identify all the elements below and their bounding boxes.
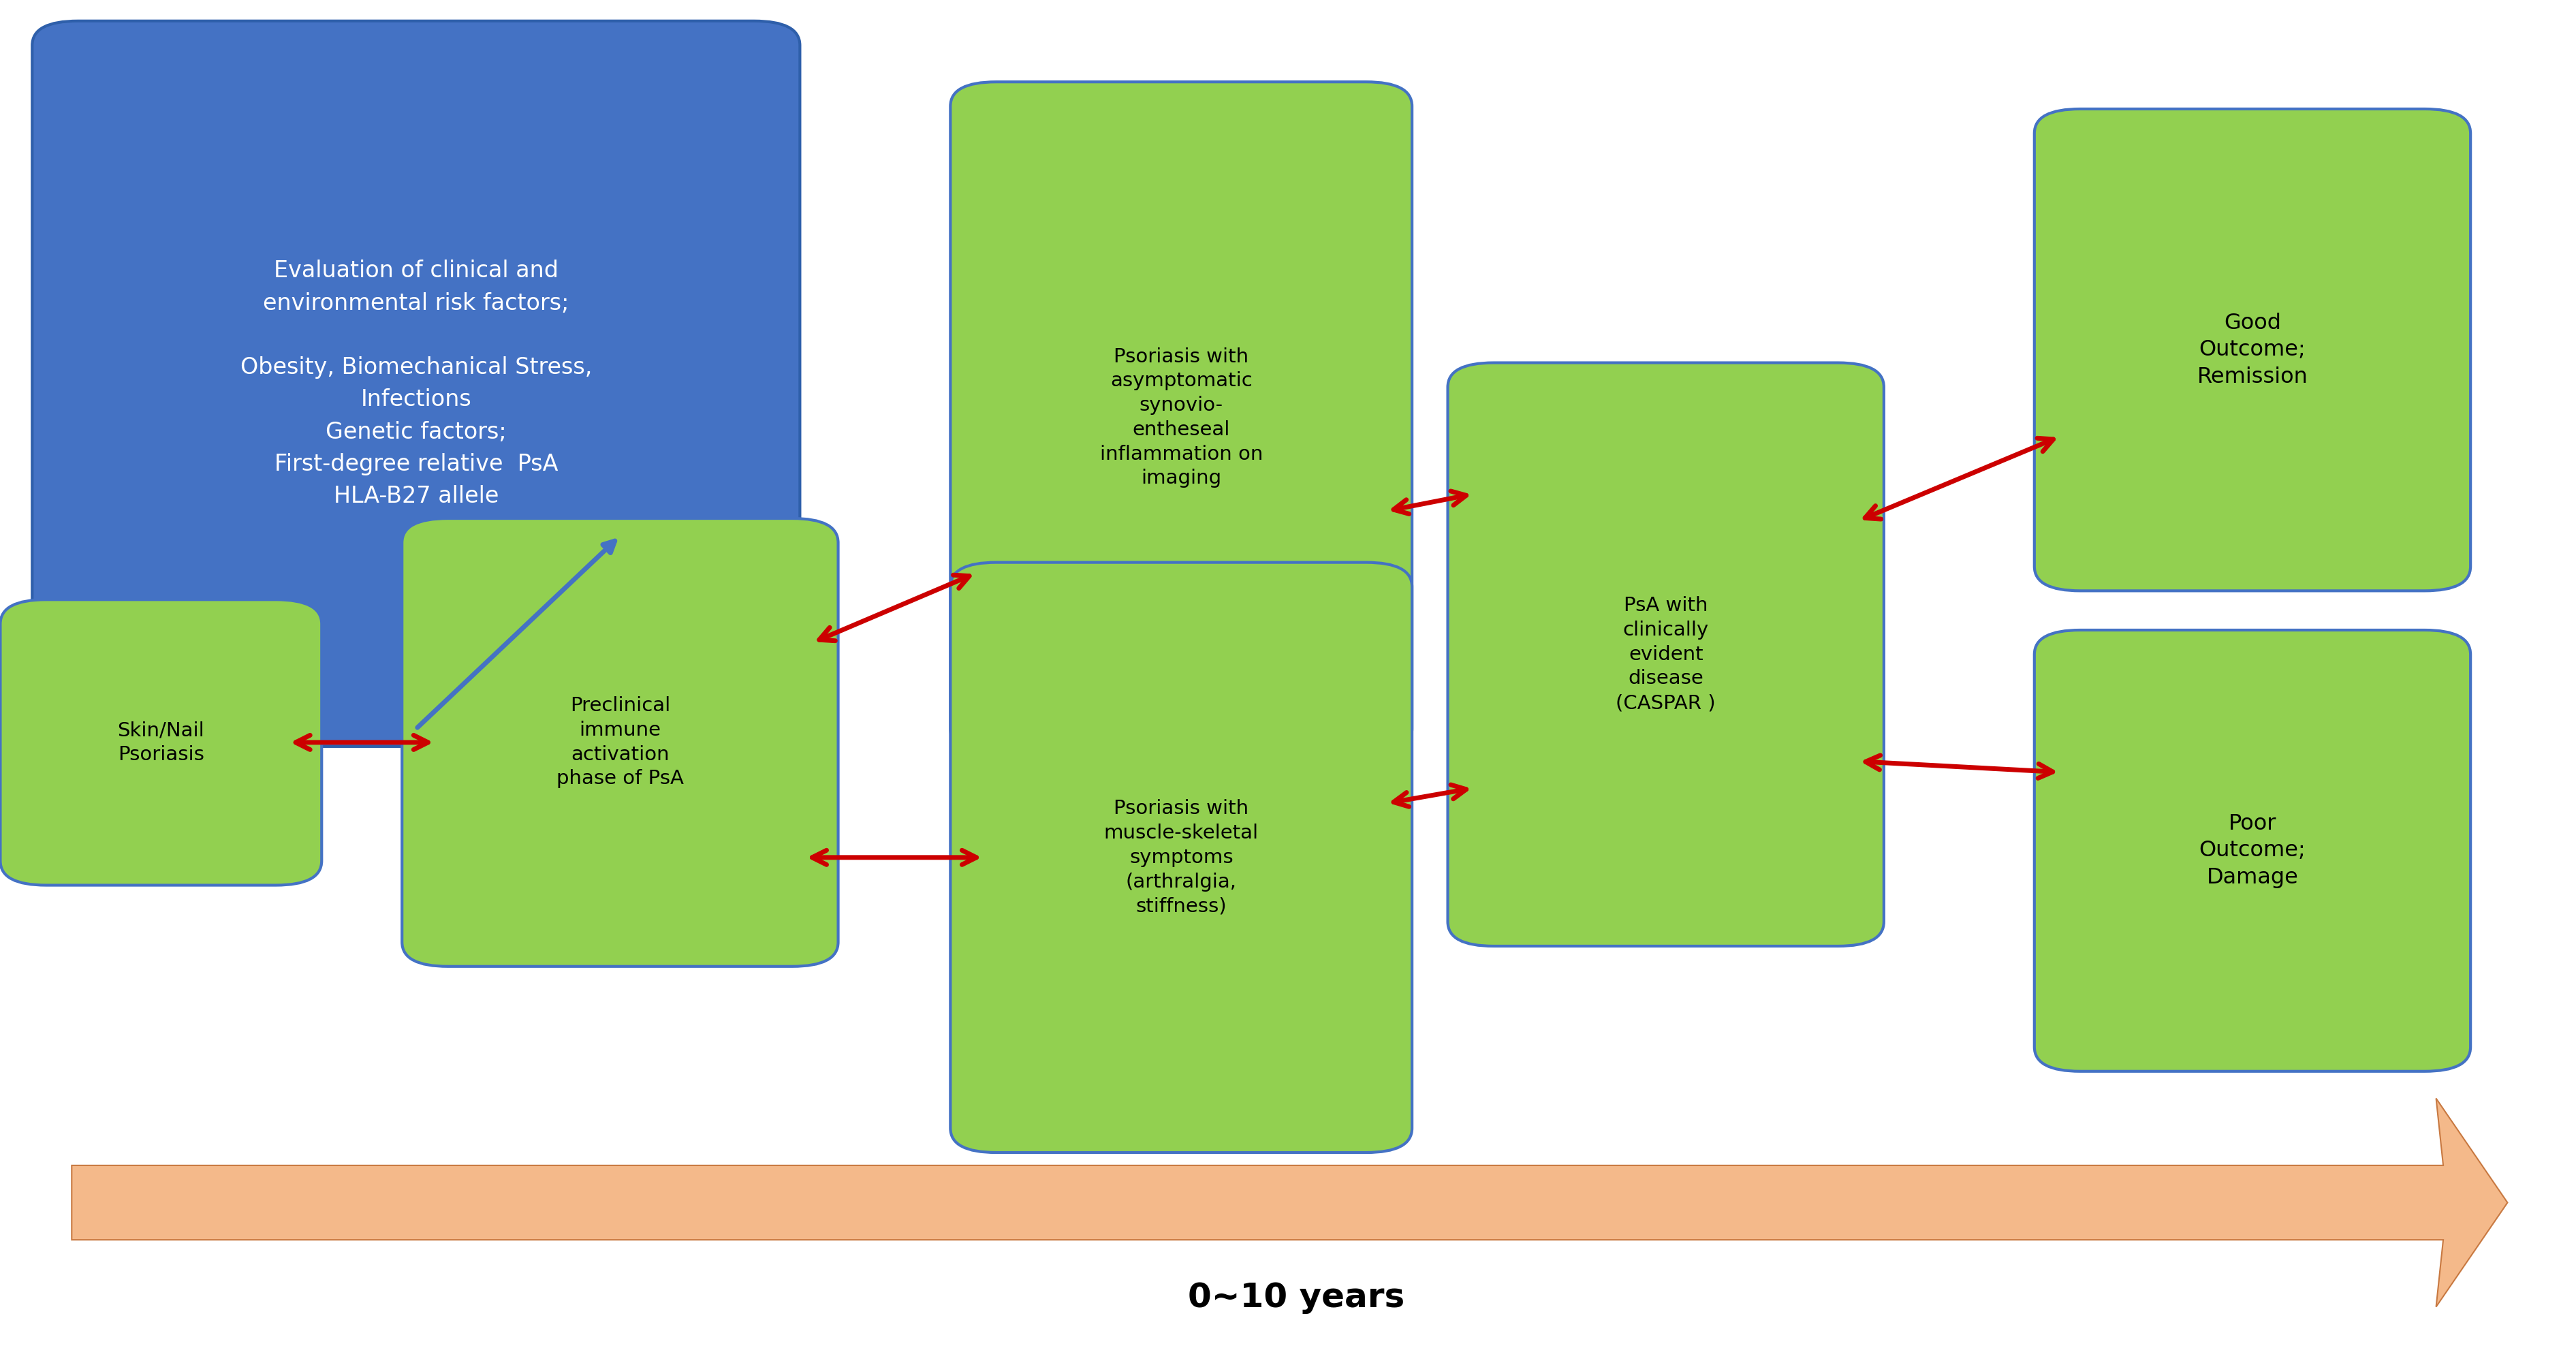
Text: Preclinical
immune
activation
phase of PsA: Preclinical immune activation phase of P… [556, 696, 683, 788]
Text: Psoriasis with
muscle-skeletal
symptoms
(arthralgia,
stiffness): Psoriasis with muscle-skeletal symptoms … [1105, 799, 1260, 916]
FancyBboxPatch shape [0, 600, 322, 885]
FancyBboxPatch shape [402, 518, 837, 966]
FancyBboxPatch shape [951, 563, 1412, 1153]
FancyBboxPatch shape [951, 82, 1412, 754]
FancyBboxPatch shape [2035, 630, 2470, 1071]
Text: 0~10 years: 0~10 years [1188, 1281, 1404, 1314]
FancyArrow shape [72, 1099, 2506, 1307]
Text: PsA with
clinically
evident
disease
(CASPAR ): PsA with clinically evident disease (CAS… [1615, 596, 1716, 713]
Text: Skin/Nail
Psoriasis: Skin/Nail Psoriasis [118, 721, 204, 765]
Text: Evaluation of clinical and
environmental risk factors;

Obesity, Biomechanical S: Evaluation of clinical and environmental… [240, 260, 592, 508]
Text: Good
Outcome;
Remission: Good Outcome; Remission [2197, 312, 2308, 387]
FancyBboxPatch shape [31, 20, 801, 747]
FancyBboxPatch shape [1448, 363, 1883, 946]
Text: Poor
Outcome;
Damage: Poor Outcome; Damage [2200, 814, 2306, 889]
FancyBboxPatch shape [2035, 109, 2470, 590]
Text: Psoriasis with
asymptomatic
synovio-
entheseal
inflammation on
imaging: Psoriasis with asymptomatic synovio- ent… [1100, 348, 1262, 488]
